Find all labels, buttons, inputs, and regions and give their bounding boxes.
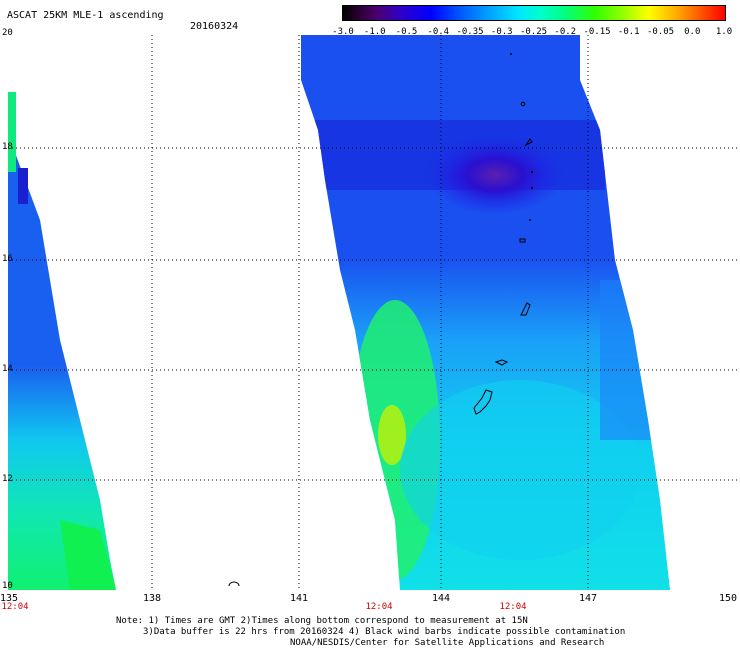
cyan-zone xyxy=(400,380,640,560)
rota-outline xyxy=(494,359,509,366)
colorbar-tick-label: -1.0 xyxy=(363,27,386,37)
y-tick-label: 12 xyxy=(2,474,13,484)
note-line: NOAA/NESDIS/Center for Satellite Applica… xyxy=(290,638,605,648)
island-dot xyxy=(510,53,512,55)
colorbar-tick-label: 1.0 xyxy=(715,27,733,37)
colorbar-tick-label: -0.2 xyxy=(554,27,577,37)
colorbar-tick-label: -0.35 xyxy=(456,27,484,37)
guam-outline xyxy=(473,389,493,415)
x-tick-label: 138 xyxy=(142,593,162,604)
map-date: 20160324 xyxy=(190,21,239,32)
left-swath-green-bottom xyxy=(60,520,116,590)
y-tick-label: 20 xyxy=(2,28,13,38)
colorbar-tick-label: -0.05 xyxy=(646,27,675,37)
x-tick-label: 141 xyxy=(289,593,309,604)
colorbar-tick-label: -0.3 xyxy=(490,27,513,37)
colorbar xyxy=(342,5,726,21)
y-tick-label: 10 xyxy=(2,581,13,591)
colorbar-tick-label: -0.1 xyxy=(617,27,640,37)
saipan-outline xyxy=(520,302,531,316)
island-outline xyxy=(519,238,526,243)
colorbar-tick-label: -0.15 xyxy=(583,27,611,37)
time-label: 12:04 xyxy=(365,602,393,612)
colorbar-tick-label: -0.25 xyxy=(519,27,548,37)
time-label: 12:04 xyxy=(1,602,29,612)
note-line: Note: 1) Times are GMT 2)Times along bot… xyxy=(116,616,528,626)
time-label: 12:04 xyxy=(499,602,527,612)
colorbar-tick-label: 0.0 xyxy=(684,27,701,37)
left-swath-dark-patch xyxy=(18,168,28,204)
note-line: 3)Data buffer is 22 hrs from 20160324 4)… xyxy=(143,627,626,637)
island-outline xyxy=(228,581,240,587)
right-edge-blue xyxy=(600,280,660,440)
y-tick-label: 18 xyxy=(2,142,13,152)
x-tick-label: 135 xyxy=(0,593,19,604)
colorbar-tick-label: -3.0 xyxy=(332,27,354,37)
left-swath-green-tip xyxy=(8,92,16,172)
island-dot xyxy=(520,101,526,107)
island-dot xyxy=(530,170,534,174)
gridlines xyxy=(8,35,740,590)
colorbar-tick-label: -0.5 xyxy=(395,27,418,37)
x-tick-label: 147 xyxy=(578,593,598,604)
y-tick-label: 14 xyxy=(2,364,13,374)
island-outline xyxy=(524,138,533,147)
x-tick-label: 150 xyxy=(718,593,738,604)
y-tick-label: 16 xyxy=(2,254,13,264)
x-tick-label: 144 xyxy=(431,593,451,604)
left-swath xyxy=(8,92,116,590)
island-dot xyxy=(529,219,531,221)
map-title: ASCAT 25KM MLE-1 ascending xyxy=(7,10,164,21)
low-center xyxy=(425,135,565,215)
colorbar-tick-label: -0.4 xyxy=(427,27,450,37)
island-dot xyxy=(530,186,534,190)
yellow-zone xyxy=(378,405,406,465)
